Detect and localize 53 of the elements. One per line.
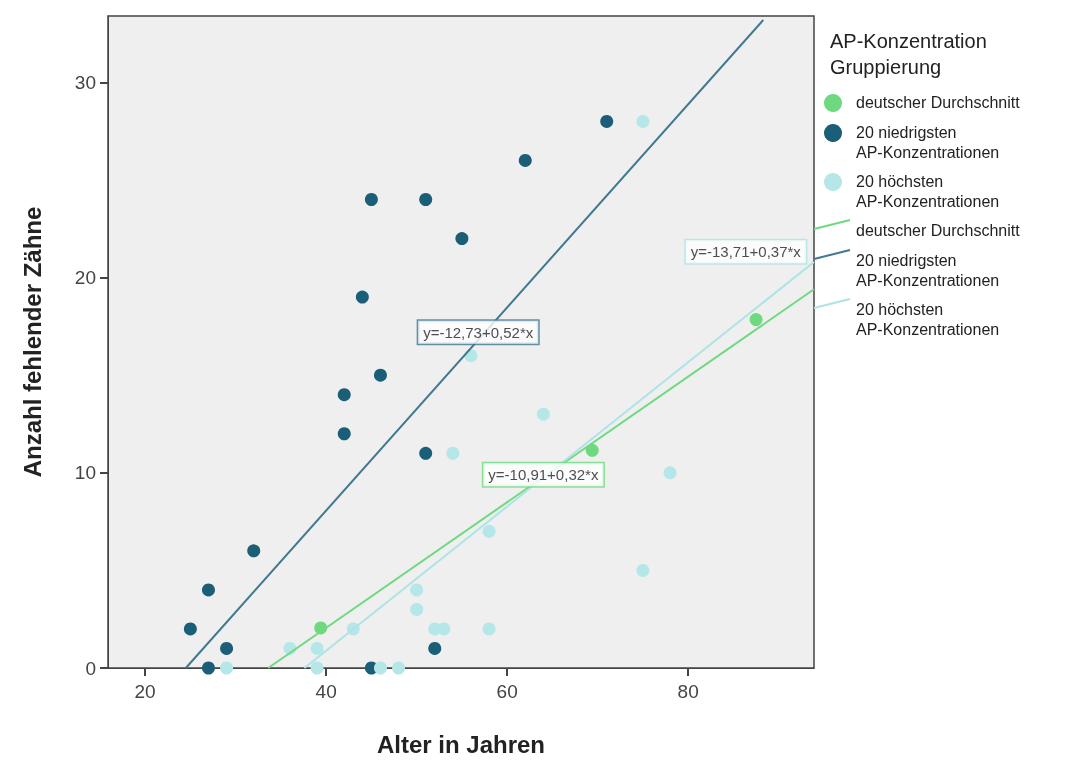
legend-title: AP-Konzentration Gruppierung	[830, 30, 993, 78]
point	[201, 583, 215, 597]
point	[220, 641, 234, 655]
point	[373, 661, 387, 675]
annotation: y=-12,73+0,52*x	[423, 323, 534, 341]
y-tick-label: 20	[74, 267, 96, 289]
x-axis-title: Alter in Jahren	[376, 730, 546, 758]
point	[428, 641, 442, 655]
point	[337, 388, 351, 402]
x-tick-label: 40	[315, 681, 337, 702]
x-tick-label: 80	[677, 681, 699, 702]
y-tick-label: 0	[85, 657, 96, 679]
point	[446, 446, 460, 460]
annotation: y=-10,91+0,32*x	[488, 466, 599, 484]
point	[536, 407, 550, 421]
legend-label: 20 niedrigsten AP-Konzentrationen	[856, 251, 1000, 289]
point	[455, 232, 469, 246]
point	[663, 466, 677, 480]
point	[337, 427, 351, 441]
point	[749, 313, 763, 327]
point	[518, 153, 532, 167]
y-tick-label: 10	[74, 462, 96, 484]
y-axis-title: Anzahl fehlender Zähne	[18, 206, 46, 478]
point	[364, 193, 378, 206]
point	[437, 622, 451, 636]
point	[392, 661, 406, 675]
point	[636, 563, 650, 577]
legend-label: 20 höchsten AP-Konzentrationen	[856, 300, 1000, 338]
point	[310, 641, 324, 655]
x-tick-label: 60	[496, 681, 518, 702]
point	[636, 114, 650, 128]
point	[201, 661, 215, 675]
point	[419, 193, 433, 206]
point	[482, 524, 496, 538]
point	[310, 661, 324, 675]
point	[183, 622, 197, 636]
x-tick-label: 20	[134, 681, 156, 702]
annotation: y=-13,71+0,37*x	[690, 243, 802, 261]
legend-label: 20 höchsten AP-Konzentrationen	[856, 172, 1000, 210]
point	[220, 661, 234, 675]
point	[419, 446, 433, 460]
y-tick-label: 30	[74, 71, 96, 93]
legend-label: deutscher Durchschnitt	[856, 221, 1021, 239]
point	[373, 368, 387, 382]
point	[410, 602, 424, 616]
legend-label: 20 niedrigsten AP-Konzentrationen	[856, 123, 1000, 161]
point	[482, 622, 496, 636]
point	[585, 443, 599, 457]
legend-label: deutscher Durchschnitt	[856, 93, 1021, 111]
point	[247, 544, 261, 558]
point	[410, 583, 424, 597]
point	[355, 290, 369, 304]
point	[600, 114, 614, 128]
